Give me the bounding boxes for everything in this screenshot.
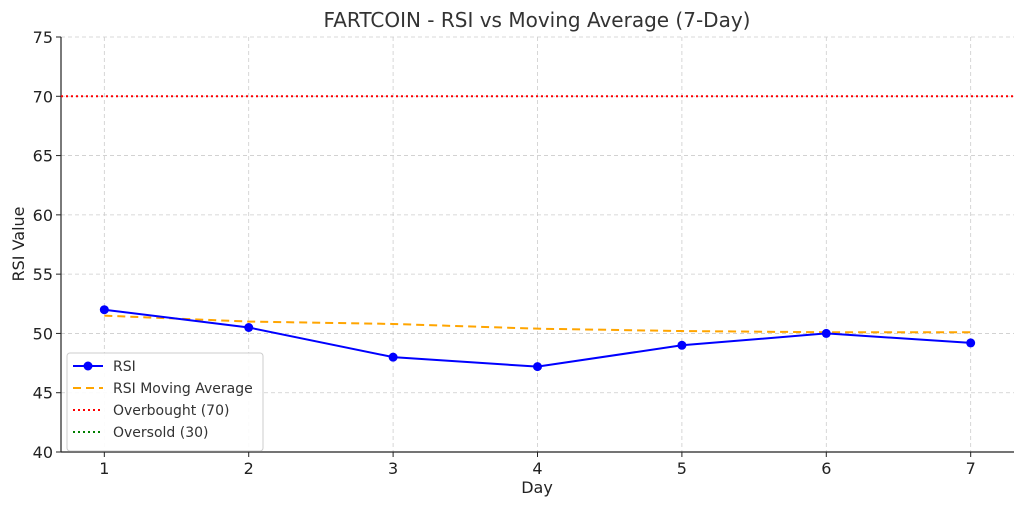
x-tick-label: 5 (677, 459, 687, 478)
legend-label: Oversold (30) (113, 425, 209, 441)
chart-title: FARTCOIN - RSI vs Moving Average (7-Day) (324, 8, 751, 32)
data-point (244, 323, 254, 332)
y-tick-label: 45 (33, 384, 53, 403)
legend-label: Overbought (70) (113, 403, 229, 419)
legend-label: RSI Moving Average (113, 381, 253, 397)
x-tick-label: 2 (244, 459, 254, 478)
y-tick-label: 50 (33, 324, 53, 343)
data-point (99, 305, 109, 315)
legend-label: RSI (113, 359, 136, 375)
y-tick-label: 55 (33, 265, 53, 284)
series-layer (99, 305, 976, 372)
x-tick-label: 4 (532, 459, 542, 478)
x-tick-label: 3 (388, 459, 398, 478)
y-axis-label: RSI Value (9, 206, 28, 281)
data-point (821, 328, 831, 338)
data-point (677, 340, 687, 350)
legend-marker (83, 361, 93, 371)
x-tick-label: 6 (821, 459, 831, 478)
data-point (388, 352, 398, 362)
y-tick-label: 40 (33, 443, 53, 462)
y-tick-label: 70 (33, 87, 53, 106)
y-tick-label: 60 (33, 206, 53, 225)
legend-box (66, 352, 264, 452)
y-tick-label: 65 (33, 147, 53, 166)
x-axis-label: Day (521, 478, 553, 497)
x-tick-label: 7 (966, 459, 976, 478)
data-point (966, 338, 976, 348)
legend: RSI RSI Moving Average Overbought (70) Over… (66, 352, 264, 452)
y-tick-label: 75 (33, 28, 53, 47)
data-point (533, 362, 542, 372)
x-tick-label: 1 (99, 459, 109, 478)
